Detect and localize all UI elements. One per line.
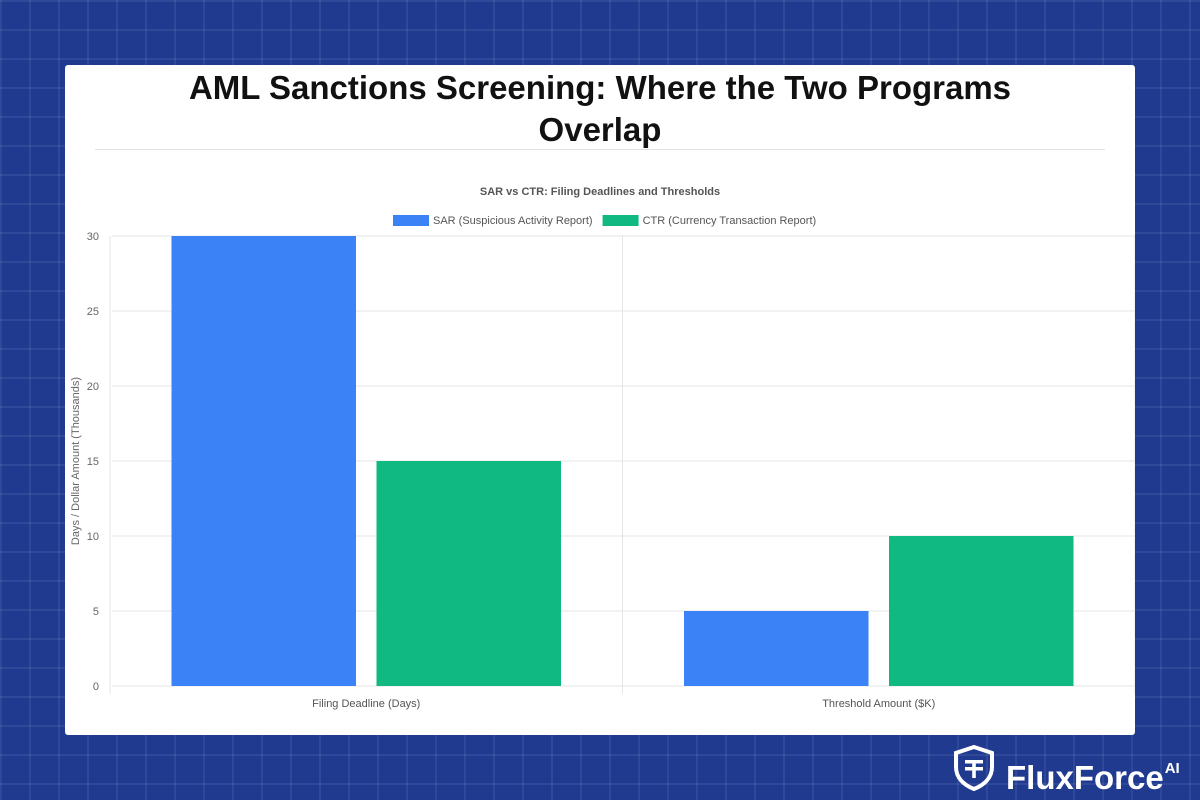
shield-icon	[954, 745, 994, 791]
brand-logo: FluxForceAI	[952, 745, 1192, 796]
legend-label-1: SAR (Suspicious Activity Report)	[433, 215, 593, 227]
page-title: AML Sanctions Screening: Where the Two P…	[188, 69, 1012, 148]
y-axis-label: Days / Dollar Amount (Thousands)	[70, 377, 82, 545]
bar-ctr-2	[889, 536, 1074, 686]
legend-label-2: CTR (Currency Transaction Report)	[643, 215, 817, 227]
y-tick-label: 5	[93, 606, 99, 618]
x-tick-label: Filing Deadline (Days)	[312, 698, 420, 710]
y-tick-label: 10	[87, 531, 99, 543]
brand-wordmark: FluxForceAI	[1006, 747, 1180, 800]
y-tick-label: 30	[87, 231, 99, 243]
brand-name: FluxForce	[1006, 759, 1164, 796]
y-tick-label: 15	[87, 456, 99, 468]
legend-swatch-2	[602, 215, 639, 226]
brand-suffix: AI	[1164, 760, 1180, 777]
bar-chart: SAR vs CTR: Filing Deadlines and Thresho…	[70, 186, 1135, 710]
bar-sar-1	[171, 236, 356, 686]
bar-sar-2	[684, 611, 869, 686]
legend-swatch-1	[393, 215, 429, 226]
y-tick-label: 0	[93, 681, 99, 693]
chart-card: AML Sanctions Screening: Where the Two P…	[65, 65, 1135, 735]
x-tick-label: Threshold Amount ($K)	[822, 698, 935, 710]
chart-title: SAR vs CTR: Filing Deadlines and Thresho…	[480, 186, 720, 198]
title-divider	[95, 149, 1105, 150]
y-tick-label: 25	[87, 306, 99, 318]
y-tick-label: 20	[87, 381, 99, 393]
bar-ctr-1	[376, 461, 561, 686]
